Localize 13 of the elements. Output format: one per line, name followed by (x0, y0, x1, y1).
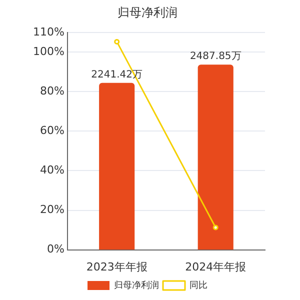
x-tick-label: 2024年年报 (185, 260, 246, 274)
x-tick-label: 2023年年报 (86, 260, 148, 274)
chart-title: 归母净利润 (118, 5, 178, 20)
data-label: 2487.85万 (190, 51, 242, 62)
y-tick-label: 40% (40, 164, 64, 177)
legend-label: 同比 (190, 280, 208, 291)
y-tick-label: 110% (32, 25, 64, 38)
y-tick-label: 100% (32, 45, 64, 58)
y-tick-label: 20% (40, 203, 64, 216)
y-tick-label: 0% (46, 242, 64, 256)
legend-label: 归母净利润 (114, 280, 159, 291)
y-tick-label: 80% (40, 84, 64, 98)
y-tick-label: 60% (40, 124, 64, 138)
